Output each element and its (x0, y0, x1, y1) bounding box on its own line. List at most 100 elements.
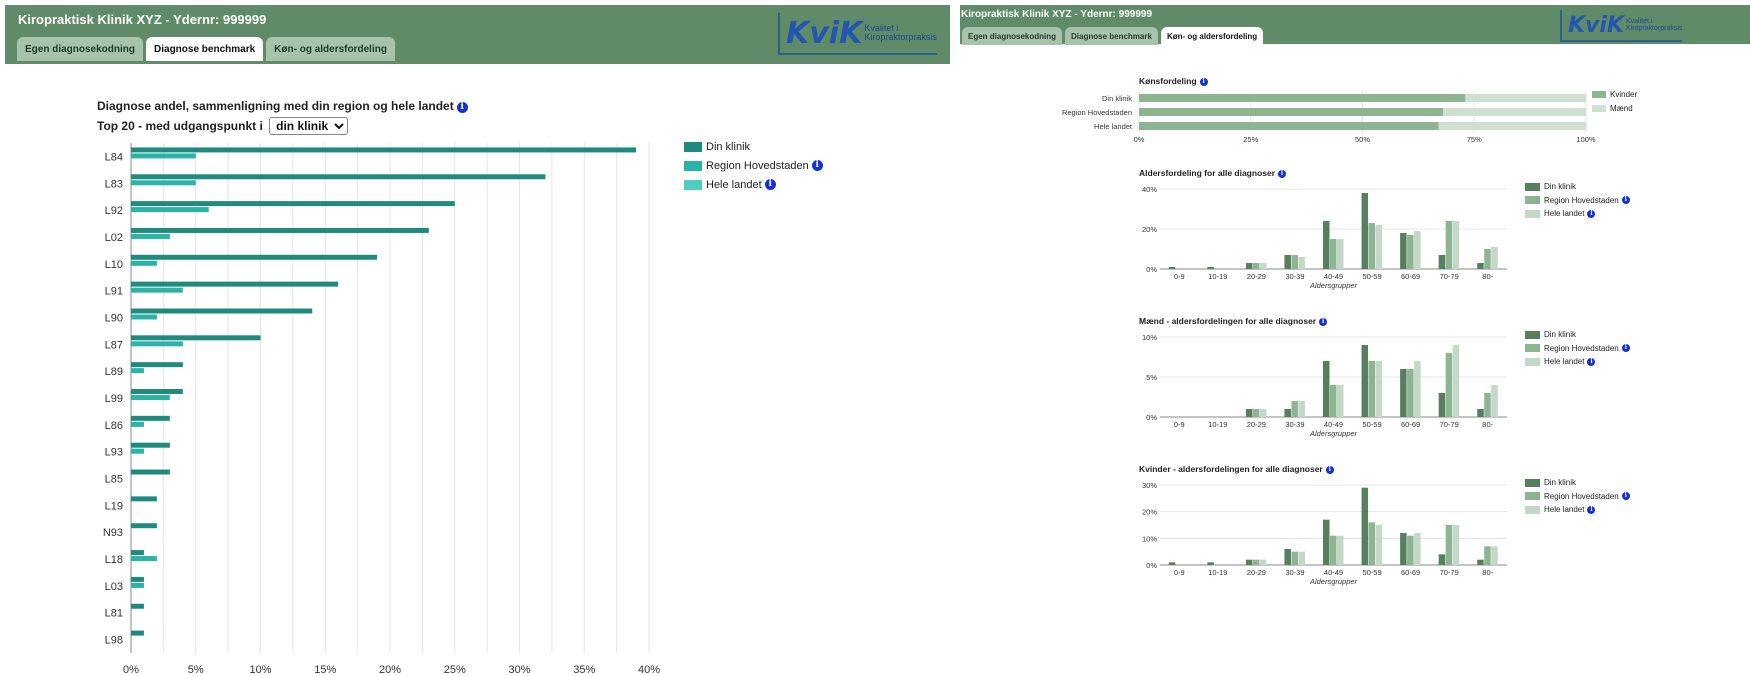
legend-item-maend[interactable]: Mænd (1592, 102, 1637, 116)
bar-maend (1465, 94, 1586, 102)
bar (1323, 519, 1330, 565)
legend-item-hele-landet[interactable]: Hele landet i (1525, 207, 1630, 221)
x-tick-label: 40-49 (1324, 272, 1343, 281)
legend-item-din-klinik[interactable]: Din klinik (1525, 180, 1630, 194)
x-tick-label: 10-19 (1208, 272, 1227, 281)
tab-egen-diagnosekodning[interactable]: Egen diagnosekodning (17, 37, 144, 61)
legend-label: Din klinik (706, 140, 751, 153)
info-icon[interactable]: i (1587, 357, 1596, 366)
y-tick-label: L91 (105, 286, 123, 298)
y-tick-label: L93 (105, 447, 123, 459)
bar-kvinder (1139, 122, 1439, 130)
legend-item-region-hovedstaden[interactable]: Region Hovedstaden i (1525, 342, 1630, 356)
info-icon[interactable]: i (1278, 170, 1287, 178)
x-tick-label: 70-79 (1440, 420, 1459, 429)
bar-maend (1442, 108, 1586, 116)
info-icon[interactable]: i (1325, 466, 1334, 474)
legend-item-din-klinik[interactable]: Din klinik (1525, 476, 1630, 490)
y-tick-label: 20% (1142, 508, 1157, 517)
bar-region-hovedstaden (131, 448, 144, 454)
legend-label: Region Hovedstaden (1544, 343, 1619, 353)
bar-din-klinik (131, 496, 157, 502)
x-tick-label: 0% (1134, 135, 1145, 144)
bar (1330, 385, 1337, 417)
bar (1361, 193, 1369, 269)
bar (1323, 221, 1330, 269)
x-tick-label: 30% (508, 664, 530, 676)
tab-koen-og-aldersfordeling[interactable]: Køn- og aldersfordeling (1160, 27, 1264, 45)
legend-swatch (1592, 104, 1606, 112)
x-tick-label: 20-29 (1247, 420, 1266, 429)
legend-item-region-hovedstaden[interactable]: Region Hovedstaden i (1525, 490, 1630, 504)
legend-label: Hele landet (706, 178, 762, 191)
info-icon[interactable]: i (1621, 344, 1630, 353)
bar-region-hovedstaden (131, 260, 157, 266)
bar-din-klinik (131, 147, 637, 153)
legend-swatch (684, 160, 702, 171)
y-tick-label: 0% (1146, 561, 1157, 570)
info-icon[interactable]: i (1621, 196, 1630, 205)
bar-din-klinik (131, 389, 183, 394)
info-icon[interactable]: i (456, 102, 468, 113)
bar (1368, 361, 1376, 417)
bar-region-hovedstaden (131, 233, 170, 239)
legend-item-region-hovedstaden[interactable]: Region Hovedstaden i (1525, 194, 1630, 208)
info-icon[interactable]: i (1587, 505, 1596, 514)
legend-item-region-hovedstaden[interactable]: Region Hovedstaden i (684, 156, 823, 175)
x-tick-label: 50-59 (1362, 568, 1381, 577)
bar-kvinder (1139, 94, 1466, 102)
bar-din-klinik (131, 254, 378, 260)
bar-region-hovedstaden (131, 368, 144, 374)
header-bar: Kiropraktisk Klinik XYZ - Ydernr: 999999… (5, 5, 950, 64)
gender-chart-title-text: Kønsfordeling (1139, 76, 1197, 86)
age-men-chart-title-text: Mænd - aldersfordelingen for alle diagno… (1139, 316, 1317, 326)
x-tick-label: 50-59 (1362, 420, 1381, 429)
y-tick-label: L03 (105, 581, 123, 593)
bar-region-hovedstaden (131, 556, 157, 562)
legend-item-hele-landet[interactable]: Hele landet i (1525, 503, 1630, 517)
bar-din-klinik (131, 576, 144, 582)
legend-item-hele-landet[interactable]: Hele landet i (684, 175, 823, 194)
logo-subtitle: Kvalitet i Kiropraktorpraksis (864, 23, 937, 43)
legend-item-hele-landet[interactable]: Hele landet i (1525, 355, 1630, 369)
x-tick-label: 10-19 (1208, 568, 1227, 577)
x-tick-label: 20-29 (1247, 272, 1266, 281)
bar-din-klinik (131, 281, 339, 287)
bar-region-hovedstaden (131, 287, 183, 293)
tab-koen-og-aldersfordeling[interactable]: Køn- og aldersfordeling (266, 37, 395, 61)
bar-region-hovedstaden (131, 395, 170, 400)
x-tick-label: 50% (1355, 135, 1370, 144)
bar (1291, 551, 1298, 565)
info-icon[interactable]: i (1319, 318, 1328, 326)
x-tick-label: 60-69 (1401, 420, 1420, 429)
bar (1445, 353, 1453, 417)
bar (1438, 255, 1446, 269)
bar (1407, 535, 1414, 565)
info-icon[interactable]: i (1199, 78, 1208, 86)
bar (1168, 267, 1176, 269)
bar (1438, 393, 1446, 417)
bar (1407, 369, 1414, 417)
bar (1252, 559, 1260, 565)
legend-item-kvinder[interactable]: Kvinder (1592, 88, 1637, 102)
legend-label: Din klinik (1544, 478, 1577, 488)
tab-diagnose-benchmark[interactable]: Diagnose benchmark (1065, 27, 1158, 45)
info-icon[interactable]: i (764, 179, 776, 190)
info-icon[interactable]: i (811, 160, 823, 171)
x-tick-label: 40-49 (1324, 420, 1343, 429)
tab-egen-diagnosekodning[interactable]: Egen diagnosekodning (962, 27, 1063, 45)
bar (1323, 361, 1330, 417)
legend-swatch (1525, 344, 1540, 353)
scope-select[interactable]: din klinik (269, 117, 349, 135)
y-tick-label: Hele landet (1094, 122, 1133, 131)
info-icon[interactable]: i (1587, 209, 1596, 218)
tab-diagnose-benchmark[interactable]: Diagnose benchmark (146, 37, 264, 61)
legend-item-din-klinik[interactable]: Din klinik (684, 137, 823, 156)
bar (1207, 562, 1214, 565)
bar-din-klinik (131, 362, 183, 368)
clinic-title: Kiropraktisk Klinik XYZ - Ydernr: 999999 (18, 12, 267, 27)
x-tick-label: 0-9 (1174, 420, 1185, 429)
y-tick-label: L86 (105, 420, 123, 432)
legend-item-din-klinik[interactable]: Din klinik (1525, 328, 1630, 342)
info-icon[interactable]: i (1621, 492, 1630, 501)
